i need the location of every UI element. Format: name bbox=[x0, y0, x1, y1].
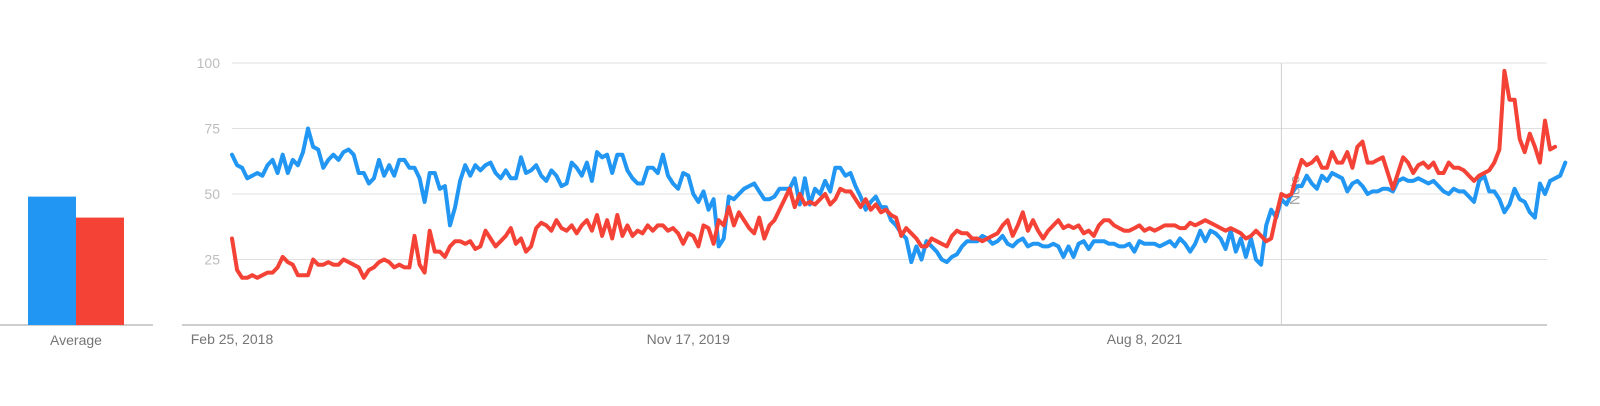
y-tick-label: 100 bbox=[197, 55, 221, 71]
y-tick-label: 50 bbox=[204, 186, 220, 202]
average-bar-1 bbox=[28, 196, 76, 325]
y-tick-label: 75 bbox=[204, 121, 220, 137]
x-tick-label: Aug 8, 2021 bbox=[1107, 331, 1183, 347]
x-tick-label: Feb 25, 2018 bbox=[191, 331, 274, 347]
y-tick-label: 25 bbox=[204, 252, 220, 268]
x-tick-label: Nov 17, 2019 bbox=[647, 331, 730, 347]
average-bar-2 bbox=[76, 217, 124, 325]
average-label: Average bbox=[50, 332, 102, 348]
series-line-2 bbox=[230, 68, 1558, 280]
